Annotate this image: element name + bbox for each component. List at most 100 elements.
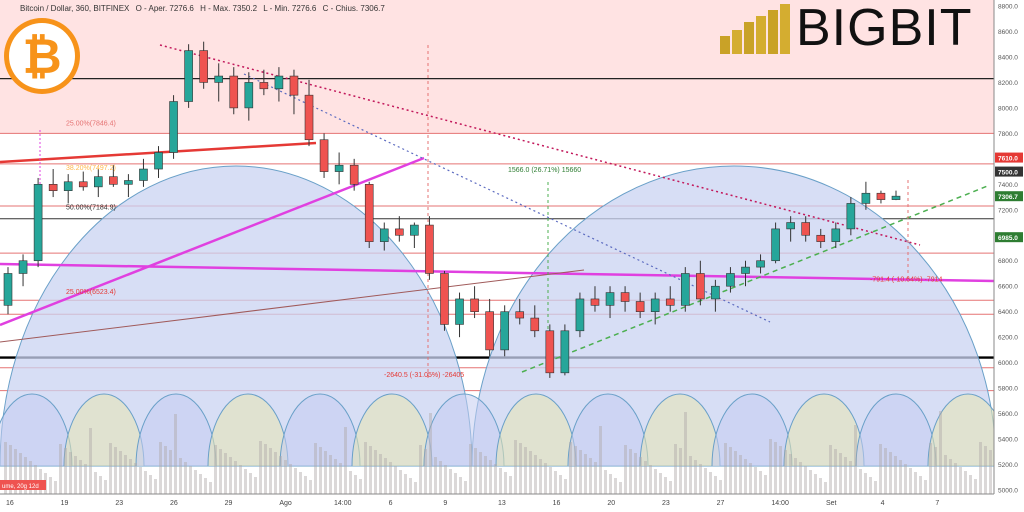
volume-bar [884, 448, 887, 494]
ohlc-high: H - Max. 7350.2 [200, 4, 258, 13]
volume-bar [254, 477, 257, 494]
candle-body [244, 82, 254, 109]
candle-body [635, 301, 645, 312]
annotation-label: 25.00%(6523.4) [66, 289, 116, 296]
annotation-label: 1566.0 (26.71%) 15660 [508, 167, 581, 174]
volume-bar [94, 472, 97, 494]
price-label-text: 7610.0 [998, 156, 1018, 163]
candle-body [274, 75, 284, 90]
cycle-domes [0, 165, 1009, 467]
candle-body [199, 50, 208, 83]
volume-bar [104, 480, 107, 494]
volume-bar [539, 459, 542, 494]
volume-bar [774, 442, 777, 494]
volume-bar [214, 445, 217, 494]
price-tick-label: 6200.0 [998, 335, 1018, 342]
candle-body [711, 285, 720, 300]
volume-bar [829, 445, 832, 494]
time-tick-label: 19 [61, 500, 69, 507]
volume-bar [399, 470, 402, 494]
volume-bar [669, 481, 672, 494]
volume-bar [704, 468, 707, 494]
volume-bar [79, 460, 82, 494]
volume-bar [14, 449, 17, 494]
volume-bar [709, 472, 712, 494]
volume-bar [924, 480, 927, 494]
volume-bar [259, 441, 262, 494]
time-tick-label: 20 [607, 500, 615, 507]
volume-bar [794, 458, 797, 494]
volume-bar [864, 473, 867, 494]
volume-bar [299, 472, 302, 494]
volume-bar [294, 468, 297, 494]
volume-bar [179, 458, 182, 494]
volume-bar [744, 459, 747, 494]
volume-bar [869, 477, 872, 494]
volume-bar [339, 463, 342, 494]
volume-bar [729, 447, 732, 494]
candle-body [395, 228, 404, 236]
volume-bar [249, 473, 252, 494]
volume-bar [224, 453, 227, 494]
candle-body [154, 152, 163, 170]
volume-bar [519, 443, 522, 494]
volume-bar [594, 462, 597, 494]
volume-bar [444, 465, 447, 494]
volume-bar [844, 457, 847, 494]
candle-body [440, 273, 449, 325]
candle-body [334, 164, 344, 172]
price-tick-label: 5400.0 [998, 437, 1018, 444]
volume-bar [304, 476, 307, 494]
price-tick-label: 5800.0 [998, 386, 1018, 393]
volume-bar [344, 427, 347, 494]
volume-bar [919, 476, 922, 494]
volume-bar [879, 444, 882, 494]
dotted-red-downtrend [159, 44, 921, 246]
volume-bar [449, 469, 452, 494]
volume-bar [159, 442, 162, 494]
candle-body [605, 292, 615, 306]
volume-bar [474, 448, 477, 494]
time-tick-label: Set [826, 500, 837, 507]
volume-bar [469, 444, 472, 494]
time-tick-label: 23 [115, 500, 123, 507]
volume-bar [899, 460, 902, 494]
price-tick-label: 7400.0 [998, 182, 1018, 189]
candle-body [259, 82, 269, 90]
volume-bar [974, 479, 977, 494]
volume-bar [274, 452, 277, 494]
price-tick-label: 8200.0 [998, 80, 1018, 87]
volume-bar [854, 425, 857, 494]
volume-bar [814, 474, 817, 494]
volume-bar [284, 460, 287, 494]
candle-body [379, 228, 389, 242]
candle-body [425, 224, 434, 274]
candle-body [891, 195, 901, 200]
price-label-box [995, 152, 1023, 163]
volume-bar [319, 447, 322, 494]
volume-bar [979, 442, 982, 494]
volume-bar [904, 464, 907, 494]
volume-bar [119, 451, 122, 494]
volume-bar [564, 479, 567, 494]
volume-bar [54, 481, 57, 494]
volume-bar [739, 455, 742, 494]
volume-bar [799, 462, 802, 494]
volume-bar [139, 467, 142, 494]
volume-bar [434, 457, 437, 494]
volume-bar [424, 449, 427, 494]
volume-bar [944, 455, 947, 494]
annotations: 25.00%(7846.4) 38.20%(7497.2) 50.00%(7184.… [66, 120, 942, 379]
volume-bar [789, 454, 792, 494]
candle-body [741, 266, 750, 274]
candle-body [319, 139, 329, 172]
volume-bar [514, 440, 517, 494]
volume-bar [764, 475, 767, 494]
volume-bar [89, 428, 92, 494]
time-tick-label: 9 [443, 500, 447, 507]
volume-bar [504, 472, 507, 494]
volume-bar [684, 412, 687, 494]
candle-body [169, 101, 178, 153]
candle-body [455, 298, 464, 325]
